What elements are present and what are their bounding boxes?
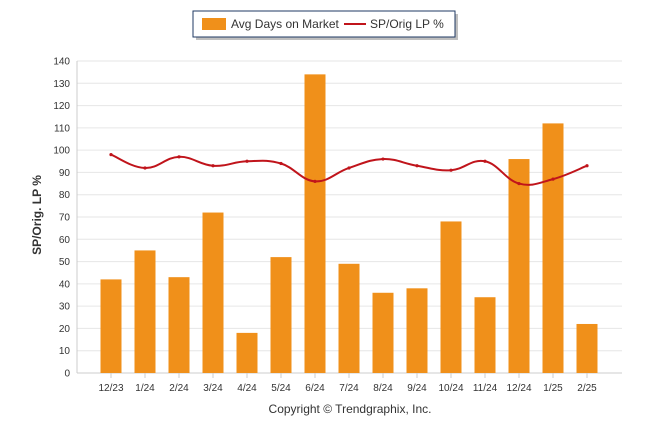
y-tick-label: 60 [59,235,71,246]
bar-10-24 [440,221,462,373]
line-point-6-24 [313,179,317,183]
x-tick-label: 12/23 [98,383,123,394]
y-axis-ticks: 0 10 20 30 40 50 60 70 80 90 100 110 120 130 140 [53,57,70,380]
x-tick-label: 2/24 [169,383,189,394]
bar-2-25 [576,323,598,373]
line-point-2-24 [177,155,181,159]
bar-12-23 [100,279,122,373]
line-point-2-25 [585,164,589,168]
line-point-1-25 [551,177,555,181]
bar-12-24 [508,159,530,373]
y-tick-label: 120 [53,101,70,112]
bar-5-24 [270,257,292,373]
bar-1-24 [134,250,156,373]
bar-8-24 [372,292,394,373]
x-tick-label: 7/24 [339,383,359,394]
legend-label-line: SP/Orig LP % [370,17,444,31]
x-tick-label: 4/24 [237,383,257,394]
line-point-11-24 [483,159,487,163]
y-tick-label: 100 [53,146,70,157]
y-axis-title: SP/Orig. LP % [30,175,44,255]
line-point-5-24 [279,161,283,166]
x-tick-label: 11/24 [473,383,498,394]
line-series [109,153,589,186]
y-tick-label: 10 [59,346,71,357]
bar-2-24 [168,277,190,373]
y-tick-label: 70 [59,213,71,224]
line-point-8-24 [381,157,385,161]
bar-7-24 [338,263,360,373]
y-tick-label: 130 [53,79,70,90]
y-tick-label: 140 [53,57,70,68]
line-point-9-24 [415,164,419,168]
x-tick-label: 1/25 [543,383,563,394]
y-tick-label: 110 [54,123,70,134]
bar-11-24 [474,297,496,373]
y-tick-label: 20 [59,324,71,335]
x-tick-label: 12/24 [506,383,531,394]
y-tick-label: 50 [59,257,71,268]
line-point-10-24 [449,168,453,172]
bar-3-24 [202,212,224,373]
x-tick-label: 9/24 [407,383,427,394]
line-point-12-23 [109,153,113,157]
line-point-7-24 [347,166,351,170]
x-tick-label: 8/24 [373,383,393,394]
x-tick-label: 1/24 [135,383,155,394]
x-tick-label: 6/24 [305,383,325,394]
x-tick-label: 2/25 [577,383,597,394]
bar-1-25 [542,123,564,374]
bar-6-24 [304,74,326,373]
legend: Avg Days on Market SP/Orig LP % [192,10,458,40]
y-tick-label: 80 [59,190,71,201]
line-point-1-24 [143,166,147,170]
y-tick-label: 40 [59,279,71,290]
line-point-3-24 [211,164,215,168]
bars [100,74,598,374]
x-tick-label: 5/24 [271,383,291,394]
x-axis-ticks: 12/23 1/24 2/24 3/24 4/24 5/24 6/24 7/24 8/24 9/2… [98,373,597,394]
line-point-4-24 [245,159,249,163]
y-tick-label: 0 [64,369,70,380]
bar-9-24 [406,288,428,373]
copyright-footer: Copyright © Trendgraphix, Inc. [269,402,432,416]
x-tick-label: 3/24 [203,383,223,394]
y-tick-label: 90 [59,168,71,179]
line-point-12-24 [517,181,521,186]
legend-swatch-bar [202,18,226,30]
legend-label-bar: Avg Days on Market [231,17,339,31]
x-tick-label: 10/24 [438,383,463,394]
bar-4-24 [236,332,258,373]
y-tick-label: 30 [59,302,71,313]
grid [76,60,622,374]
